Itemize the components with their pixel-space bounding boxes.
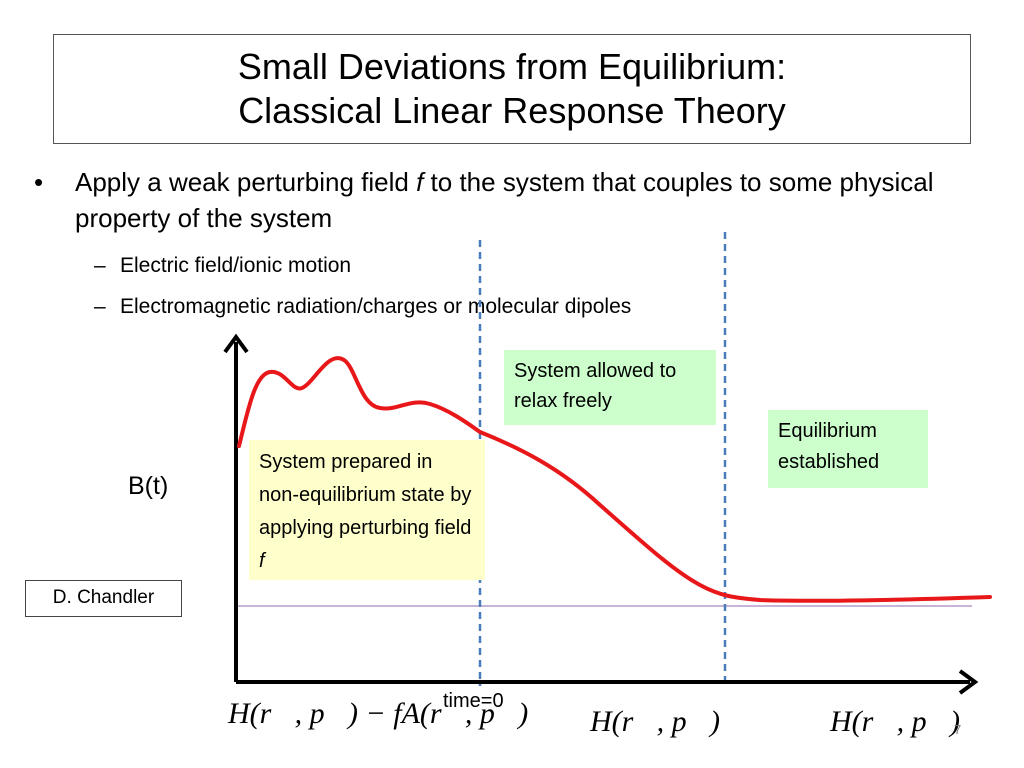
sub-bullet-marker: – bbox=[94, 254, 106, 277]
hamiltonian-perturbed: H(r⃗, p⃗) − fA(r⃗, p⃗) bbox=[228, 697, 529, 730]
time-zero-label: time=0 bbox=[443, 690, 504, 712]
note-equilibrium: Equilibrium established bbox=[768, 410, 928, 488]
attribution-box: D. Chandler bbox=[25, 580, 182, 617]
y-axis-label: B(t) bbox=[128, 472, 169, 500]
hamiltonian-free-equilibrium: H(r⃗, p⃗) bbox=[830, 705, 960, 738]
hamiltonian-free-relax: H(r⃗, p⃗) bbox=[590, 705, 720, 738]
sub-bullet-text: Electric field/ionic motion bbox=[120, 254, 352, 277]
title-line-2: Classical Linear Response Theory bbox=[238, 90, 786, 131]
title-line-1: Small Deviations from Equilibrium: bbox=[237, 46, 787, 87]
bullet-text-before: Apply a weak perturbing field bbox=[75, 167, 417, 197]
sub-bullet-text: Electromagnetic radiation/charges or mol… bbox=[120, 295, 632, 318]
page-number: 7 bbox=[954, 722, 962, 737]
note-prepared-text: System prepared in non-equilibrium state… bbox=[259, 451, 472, 539]
bullet-symbol: f bbox=[416, 167, 424, 197]
sub-bullet-marker: – bbox=[94, 295, 106, 318]
note-prepared-symbol: f bbox=[259, 550, 265, 572]
response-curve bbox=[237, 356, 992, 603]
x-axis-arrow bbox=[958, 669, 979, 695]
sub-bullet: – Electric field/ionic motion bbox=[94, 252, 351, 280]
slide-title: Small Deviations from Equilibrium: Class… bbox=[53, 34, 971, 144]
sub-bullet: – Electromagnetic radiation/charges or mo… bbox=[94, 293, 631, 321]
bullet-marker: • bbox=[34, 167, 44, 197]
note-relax-freely: System allowed to relax freely bbox=[504, 350, 716, 425]
bullet-text-after: to the system that couples to some physi… bbox=[75, 167, 934, 233]
y-axis-arrow bbox=[223, 333, 249, 354]
bullet-text: Apply a weak perturbing field f to the s… bbox=[75, 164, 955, 236]
note-prepared: System prepared in non-equilibrium state… bbox=[249, 440, 485, 580]
